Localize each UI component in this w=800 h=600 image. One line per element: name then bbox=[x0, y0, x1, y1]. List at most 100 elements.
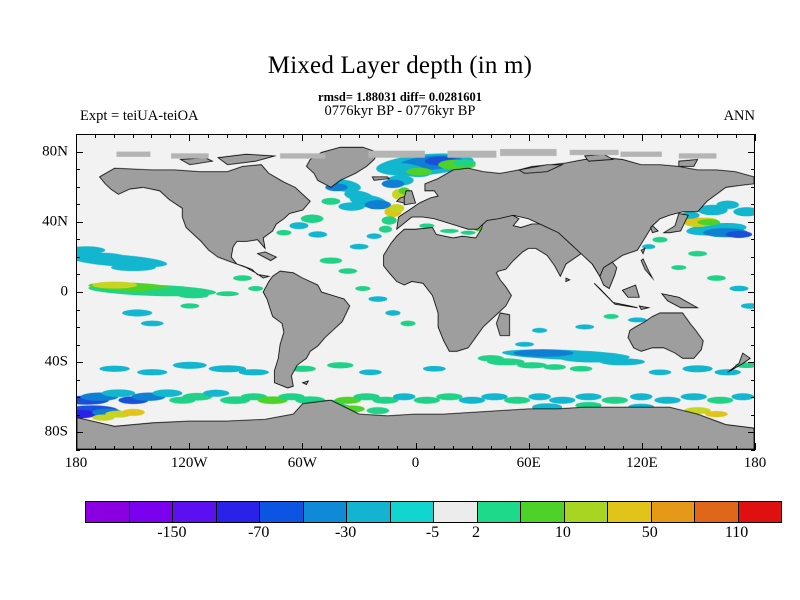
x-axis-tick-label: 180 bbox=[64, 455, 88, 471]
x-tick-mark bbox=[416, 443, 417, 450]
x-tick-mark bbox=[755, 134, 756, 141]
y-tick-mark bbox=[751, 345, 755, 346]
x-tick-mark bbox=[623, 446, 624, 450]
x-tick-mark bbox=[434, 446, 435, 450]
x-tick-mark bbox=[265, 446, 266, 450]
x-tick-mark bbox=[378, 134, 379, 138]
x-axis-tick-label: 120E bbox=[625, 455, 658, 471]
colorbar-segment bbox=[129, 502, 173, 522]
x-tick-mark bbox=[227, 134, 228, 138]
map-plot-area bbox=[76, 134, 755, 450]
y-axis-tick-label: 80N bbox=[42, 143, 68, 160]
x-tick-mark bbox=[283, 134, 284, 138]
x-tick-mark bbox=[491, 134, 492, 138]
colorbar-tick-label: 110 bbox=[724, 524, 749, 541]
y-tick-mark bbox=[748, 432, 755, 433]
x-tick-mark bbox=[623, 134, 624, 138]
x-tick-mark bbox=[453, 446, 454, 450]
x-axis-tick-label: 60W bbox=[287, 455, 317, 471]
colorbar-segment bbox=[564, 502, 608, 522]
y-tick-mark bbox=[751, 327, 755, 328]
statistics-annotation: rmsd= 1.88031 diff= 0.0281601 bbox=[318, 90, 482, 104]
x-tick-mark bbox=[302, 134, 303, 141]
x-tick-mark bbox=[321, 446, 322, 450]
y-tick-mark bbox=[748, 222, 755, 223]
y-tick-mark bbox=[76, 292, 83, 293]
y-tick-mark bbox=[76, 152, 83, 153]
y-tick-mark bbox=[751, 239, 755, 240]
colorbar-segment bbox=[608, 502, 652, 522]
x-tick-mark bbox=[151, 446, 152, 450]
y-tick-mark bbox=[76, 362, 83, 363]
colorbar-tick-label: -5 bbox=[425, 524, 440, 541]
x-tick-mark bbox=[246, 446, 247, 450]
x-tick-mark bbox=[698, 134, 699, 138]
colorbar-segment bbox=[347, 502, 391, 522]
y-tick-mark bbox=[751, 134, 755, 135]
y-tick-mark bbox=[76, 415, 80, 416]
y-tick-mark bbox=[76, 169, 80, 170]
x-tick-mark bbox=[548, 134, 549, 138]
x-tick-mark bbox=[698, 446, 699, 450]
colorbar-segment bbox=[216, 502, 260, 522]
x-tick-mark bbox=[208, 446, 209, 450]
y-tick-mark bbox=[76, 380, 80, 381]
x-tick-mark bbox=[585, 134, 586, 138]
colorbar bbox=[85, 501, 782, 523]
x-tick-mark bbox=[416, 134, 417, 141]
y-tick-mark bbox=[751, 187, 755, 188]
colorbar-tick-label: -150 bbox=[157, 524, 187, 541]
colorbar-tick-label: -70 bbox=[248, 524, 270, 541]
colorbar-segment bbox=[651, 502, 695, 522]
colorbar-segment bbox=[477, 502, 521, 522]
world-map-heatmap bbox=[77, 135, 754, 449]
x-tick-mark bbox=[661, 446, 662, 450]
colorbar-segment bbox=[695, 502, 739, 522]
x-tick-mark bbox=[717, 446, 718, 450]
x-tick-mark bbox=[114, 134, 115, 138]
x-axis-tick-label: 180 bbox=[743, 455, 767, 471]
x-tick-mark bbox=[170, 134, 171, 138]
x-tick-mark bbox=[359, 446, 360, 450]
y-tick-mark bbox=[751, 450, 755, 451]
y-tick-mark bbox=[76, 187, 80, 188]
colorbar-segment bbox=[521, 502, 565, 522]
x-tick-mark bbox=[755, 443, 756, 450]
x-tick-mark bbox=[453, 134, 454, 138]
x-tick-mark bbox=[585, 446, 586, 450]
y-tick-mark bbox=[76, 274, 80, 275]
y-tick-mark bbox=[76, 432, 83, 433]
y-tick-mark bbox=[748, 152, 755, 153]
x-tick-mark bbox=[114, 446, 115, 450]
page-title: Mixed Layer depth (in m) bbox=[267, 52, 533, 79]
x-tick-mark bbox=[76, 134, 77, 141]
x-tick-mark bbox=[189, 134, 190, 141]
x-tick-mark bbox=[151, 134, 152, 138]
y-tick-mark bbox=[748, 362, 755, 363]
y-tick-mark bbox=[751, 380, 755, 381]
colorbar-segment bbox=[434, 502, 478, 522]
y-tick-mark bbox=[751, 169, 755, 170]
x-tick-mark bbox=[378, 446, 379, 450]
season-label: ANN bbox=[723, 108, 755, 124]
x-tick-mark bbox=[642, 443, 643, 450]
period-annotation: 0776kyr BP - 0776kyr BP bbox=[324, 103, 476, 119]
x-tick-mark bbox=[359, 134, 360, 138]
x-tick-mark bbox=[133, 134, 134, 138]
x-tick-mark bbox=[736, 134, 737, 138]
experiment-label: Expt = teiUA-teiOA bbox=[80, 108, 199, 124]
colorbar-segment bbox=[303, 502, 347, 522]
x-tick-mark bbox=[510, 134, 511, 138]
y-tick-mark bbox=[751, 257, 755, 258]
x-tick-mark bbox=[680, 134, 681, 138]
x-tick-mark bbox=[472, 134, 473, 138]
colorbar-segment bbox=[390, 502, 434, 522]
x-tick-mark bbox=[434, 134, 435, 138]
x-tick-mark bbox=[397, 134, 398, 138]
x-tick-mark bbox=[604, 446, 605, 450]
colorbar-segment bbox=[86, 502, 130, 522]
y-tick-mark bbox=[751, 415, 755, 416]
colorbar-segment bbox=[173, 502, 217, 522]
y-tick-mark bbox=[751, 397, 755, 398]
